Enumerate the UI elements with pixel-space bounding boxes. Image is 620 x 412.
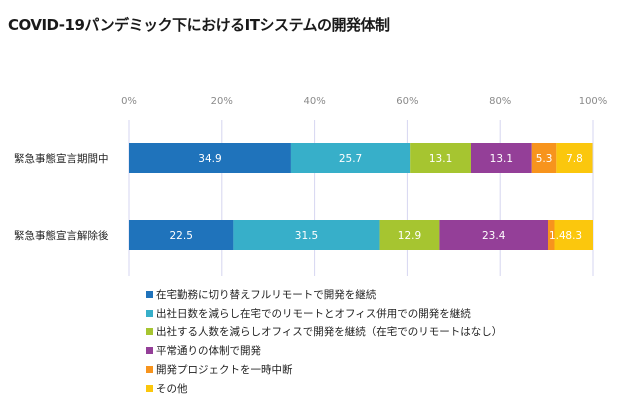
data-label: 8.3: [565, 230, 582, 242]
legend: 在宅勤務に切り替えフルリモートで開発を継続出社日数を減らし在宅でのリモートとオフ…: [146, 285, 502, 398]
data-label: 23.4: [482, 230, 506, 242]
bar-segment: [439, 220, 548, 250]
legend-swatch: [146, 347, 153, 355]
bar-segment: [554, 220, 593, 250]
legend-item: 平常通りの体制で開発: [146, 341, 502, 360]
chart-title: COVID-19パンデミック下におけるITシステムの開発体制: [8, 16, 390, 34]
data-label: 25.7: [339, 153, 362, 165]
category-label: 緊急事態宣言期間中: [14, 152, 109, 165]
legend-swatch: [146, 290, 153, 298]
bar-segment: [410, 143, 471, 173]
bar-segment: [547, 220, 555, 250]
legend-item: 出社する人数を減らしオフィスで開発を継続（在宅でのリモートはなし）: [146, 323, 502, 342]
legend-label: 在宅勤務に切り替えフルリモートで開発を継続: [156, 288, 377, 301]
category-label: 緊急事態宣言解除後: [14, 229, 109, 242]
legend-label: 出社日数を減らし在宅でのリモートとオフィス併用での開発を継続: [156, 307, 471, 320]
data-label: 22.5: [170, 230, 193, 242]
legend-item: 出社日数を減らし在宅でのリモートとオフィス併用での開発を継続: [146, 304, 502, 323]
legend-item: 在宅勤務に切り替えフルリモートで開発を継続: [146, 285, 502, 304]
legend-item: 開発プロジェクトを一時中断: [146, 360, 502, 379]
bar-segment: [470, 143, 532, 173]
bar-segment: [556, 143, 593, 173]
data-label: 34.9: [198, 153, 221, 165]
data-label: 1.4: [549, 230, 566, 242]
data-label: 5.3: [536, 153, 553, 165]
bar-segment: [531, 143, 557, 173]
legend-label: 開発プロジェクトを一時中断: [156, 364, 293, 377]
bar-segment: [290, 143, 411, 173]
x-tick-label: 0%: [121, 96, 137, 107]
bar-segment: [129, 220, 234, 250]
bar-segment: [379, 220, 440, 250]
legend-label: 平常通りの体制で開発: [156, 345, 261, 358]
legend-swatch: [146, 384, 153, 392]
x-tick-label: 40%: [303, 96, 325, 107]
data-label: 7.8: [566, 153, 583, 165]
legend-label: 出社する人数を減らしオフィスで開発を継続（在宅でのリモートはなし）: [156, 326, 503, 339]
legend-swatch: [146, 328, 153, 336]
bar-segment: [129, 143, 291, 173]
data-label: 12.9: [398, 230, 421, 242]
data-label: 13.1: [490, 153, 513, 165]
legend-swatch: [146, 309, 153, 317]
legend-item: その他: [146, 379, 502, 398]
x-tick-label: 20%: [211, 96, 233, 107]
data-label: 13.1: [429, 153, 452, 165]
x-tick-label: 100%: [579, 96, 608, 107]
x-tick-label: 80%: [489, 96, 511, 107]
legend-swatch: [146, 366, 153, 374]
data-label: 31.5: [295, 230, 318, 242]
bar-segment: [233, 220, 380, 250]
legend-label: その他: [156, 382, 188, 395]
x-tick-label: 60%: [396, 96, 418, 107]
